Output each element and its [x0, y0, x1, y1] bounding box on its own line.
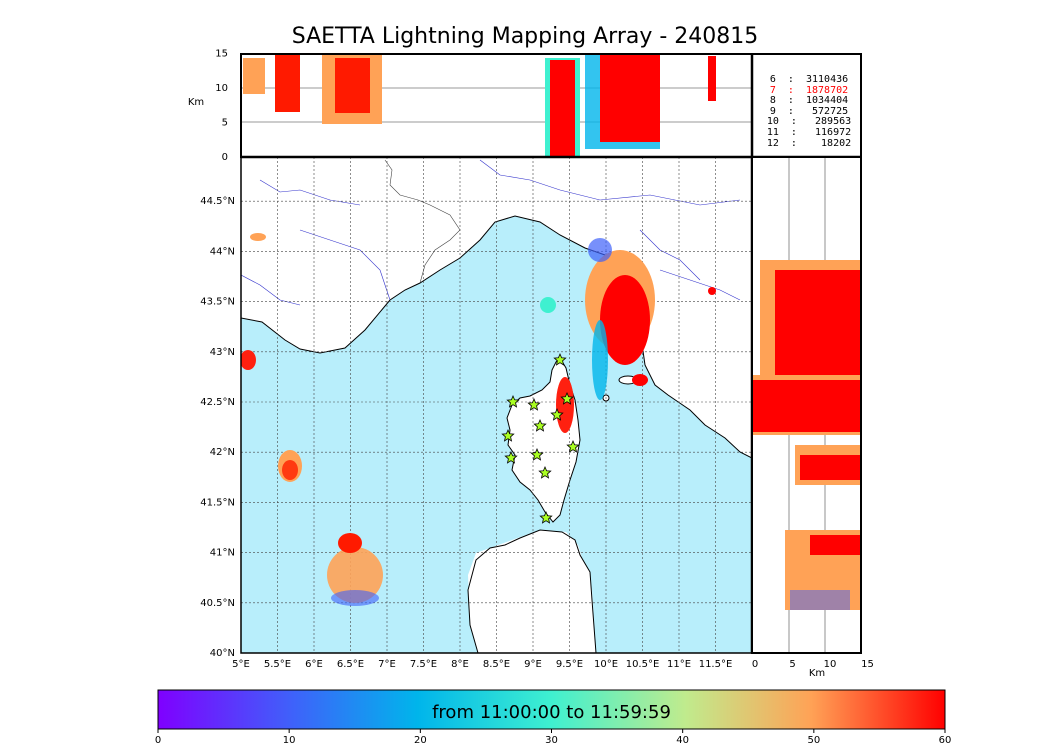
station-stat-row: 9 : 572725: [769, 105, 849, 117]
map-panel: [241, 157, 752, 653]
colorbar-tick-label: 40: [676, 735, 689, 746]
country-border: [384, 159, 461, 284]
star-icon: [530, 447, 544, 461]
right-altitude-panel: [752, 157, 862, 653]
lon-tick-label: 9°E: [524, 659, 542, 670]
colorbar: [157, 689, 946, 730]
station-markers: [501, 352, 580, 524]
colorbar-tick-label: 10: [283, 735, 296, 746]
station-stat-row: 7 : 1878702: [769, 84, 849, 96]
top-ytick-label: 5: [222, 118, 228, 129]
right-panel-frame: [751, 156, 862, 654]
lon-tick-label: 6°E: [305, 659, 323, 670]
top-ytick-label: 10: [215, 83, 228, 94]
page-title: SAETTA Lightning Mapping Array - 240815: [291, 24, 759, 49]
colorbar-tick-label: 50: [807, 735, 820, 746]
lon-tick-label: 10°E: [594, 659, 618, 670]
lat-tick-label: 40°N: [210, 648, 235, 659]
colorbar-tick-label: 60: [939, 735, 952, 746]
colorbar-tick-label: 30: [545, 735, 558, 746]
lon-tick-label: 10.5°E: [626, 659, 660, 670]
lon-tick-label: 7°E: [378, 659, 396, 670]
lat-tick-label: 40.5°N: [200, 598, 235, 609]
star-icon: [550, 407, 564, 421]
top-altitude-panel: [241, 54, 752, 157]
right-xlabel: Km: [809, 668, 825, 679]
colorbar-tick-label: 0: [155, 735, 161, 746]
star-icon: [538, 465, 552, 479]
station-stat-row: 6 : 3110436: [769, 74, 849, 85]
lon-tick-label: 8°E: [451, 659, 469, 670]
star-icon: [501, 428, 515, 442]
station-stat-row: 8 : 1034404: [769, 95, 849, 107]
station-stat-row: 12 : 18202: [766, 137, 852, 149]
lon-tick-label: 8.5°E: [483, 659, 510, 670]
lat-tick-label: 42.5°N: [200, 397, 235, 408]
lat-tick-label: 41.5°N: [200, 497, 235, 508]
lon-tick-label: 7.5°E: [410, 659, 437, 670]
coastline: [241, 215, 752, 459]
lon-tick-label: 5°E: [232, 659, 250, 670]
right-xtick-label: 10: [824, 659, 837, 670]
colorbar-label: from 11:00:00 to 11:59:59: [432, 702, 671, 723]
lat-tick-label: 44.5°N: [200, 196, 235, 207]
lat-tick-label: 44°N: [210, 246, 235, 257]
lat-tick-label: 43.5°N: [200, 297, 235, 308]
right-xtick-label: 5: [789, 659, 795, 670]
lat-tick-label: 42°N: [210, 447, 235, 458]
right-xtick-label: 0: [752, 659, 758, 670]
star-icon: [506, 394, 520, 408]
star-icon: [504, 450, 518, 464]
lon-tick-label: 11.5°E: [699, 659, 733, 670]
right-xtick-label: 15: [861, 659, 874, 670]
map-lightning-sources: [241, 233, 716, 606]
star-icon: [527, 397, 541, 411]
lon-tick-label: 5.5°E: [264, 659, 291, 670]
star-icon: [539, 510, 553, 524]
lon-tick-label: 11°E: [667, 659, 691, 670]
colorbar-tick-label: 20: [414, 735, 427, 746]
station-stat-row: 11 : 116972: [766, 126, 852, 138]
top-ylabel: Km: [188, 97, 204, 108]
station-stat-row: 10 : 289563: [766, 116, 852, 128]
star-icon: [566, 439, 580, 453]
lon-tick-label: 9.5°E: [556, 659, 583, 670]
star-icon: [533, 418, 547, 432]
star-icon: [553, 352, 567, 366]
rivers: [241, 159, 741, 306]
top-ytick-label: 15: [215, 49, 228, 60]
map-gridlines: [241, 157, 752, 653]
top-ytick-label: 0: [222, 152, 228, 163]
station-stats-list: 6 : 3110436 7 : 1878702 8 : 1034404 9 : 572…: [758, 74, 860, 149]
star-icon: [560, 391, 574, 405]
lat-tick-label: 41°N: [210, 548, 235, 559]
sardinia-island: [467, 529, 597, 653]
lat-tick-label: 43°N: [210, 347, 235, 358]
lon-tick-label: 6.5°E: [337, 659, 364, 670]
